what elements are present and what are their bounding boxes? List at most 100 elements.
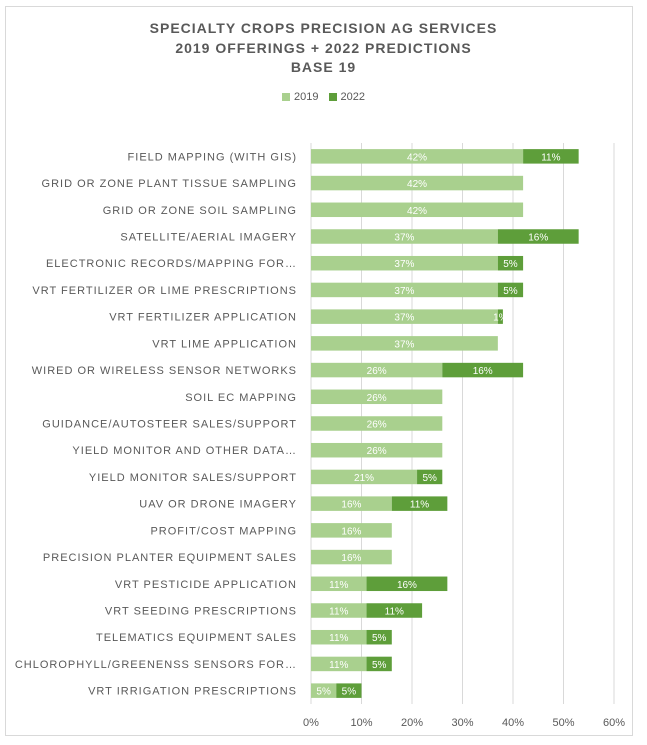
bar-2019 bbox=[311, 496, 392, 511]
bar-2022 bbox=[497, 282, 524, 298]
legend-label-2019: 2019 bbox=[294, 91, 319, 103]
category-label: ELECTRONIC RECORDS/MAPPING FOR… bbox=[46, 258, 297, 270]
data-label-2022: 16% bbox=[473, 366, 493, 377]
bar-2022 bbox=[336, 683, 362, 698]
data-label-2022: 11% bbox=[385, 607, 404, 618]
bar-2019 bbox=[311, 362, 443, 378]
chart-title-line-2: 2019 OFFERINGS + 2022 PREDICTIONS bbox=[175, 40, 472, 56]
data-label-2019: 26% bbox=[367, 393, 387, 404]
legend-swatch-2019 bbox=[282, 93, 291, 101]
legend-label-2022: 2022 bbox=[340, 91, 365, 103]
bar-2022 bbox=[497, 309, 503, 324]
bar-2022 bbox=[417, 469, 443, 485]
category-label: PRECISION PLANTER EQUIPMENT SALES bbox=[43, 552, 297, 564]
data-label-2019: 37% bbox=[394, 233, 414, 244]
chart-title-line-3: BASE 19 bbox=[290, 59, 357, 75]
chart-legend: 2019 2022 bbox=[0, 91, 647, 103]
data-label-2019: 26% bbox=[367, 366, 387, 377]
data-label-2019: 21% bbox=[354, 473, 374, 484]
data-label-2019: 42% bbox=[407, 206, 427, 217]
bar-2019 bbox=[311, 282, 498, 298]
data-label-2019: 11% bbox=[329, 607, 348, 618]
data-label-2022: 5% bbox=[503, 259, 518, 270]
data-label-2019: 42% bbox=[407, 179, 427, 190]
data-label-2019: 11% bbox=[329, 633, 348, 644]
category-label: YIELD MONITOR AND OTHER DATA… bbox=[72, 445, 297, 457]
category-label: VRT FERTILIZER APPLICATION bbox=[109, 312, 297, 324]
category-label: WIRED OR WIRELESS SENSOR NETWORKS bbox=[32, 365, 297, 377]
bar-2019 bbox=[311, 549, 392, 565]
data-label-2022: 5% bbox=[372, 660, 387, 671]
data-label-2019: 11% bbox=[329, 580, 348, 591]
bar-2019 bbox=[311, 629, 367, 645]
data-label-2022: 5% bbox=[503, 286, 518, 297]
bar-2019 bbox=[311, 229, 498, 244]
data-label-2019: 26% bbox=[367, 420, 387, 431]
x-tick-label: 60% bbox=[603, 717, 625, 729]
bar-2022 bbox=[391, 496, 448, 511]
category-label: VRT IRRIGATION PRESCRIPTIONS bbox=[88, 686, 297, 698]
bar-2019 bbox=[311, 469, 418, 485]
category-label: SATELLITE/AERIAL IMAGERY bbox=[120, 232, 297, 244]
bar-2019 bbox=[311, 416, 443, 431]
data-label-2022: 11% bbox=[541, 152, 560, 163]
x-tick-label: 50% bbox=[552, 717, 574, 729]
bar-2019 bbox=[311, 255, 498, 271]
bar-2022 bbox=[366, 629, 392, 645]
bar-2022 bbox=[366, 656, 392, 672]
category-label: UAV OR DRONE IMAGERY bbox=[139, 499, 297, 511]
data-label-2019: 5% bbox=[316, 687, 331, 698]
bar-2022 bbox=[442, 362, 524, 378]
bar-2019 bbox=[311, 576, 367, 592]
category-label: PROFIT/COST MAPPING bbox=[150, 525, 297, 537]
bar-2019 bbox=[311, 149, 524, 164]
bar-2019 bbox=[311, 442, 443, 458]
x-tick-label: 40% bbox=[502, 717, 524, 729]
bar-2022 bbox=[366, 603, 423, 618]
legend-item-2022: 2022 bbox=[328, 91, 365, 103]
data-label-2019: 37% bbox=[394, 339, 414, 350]
bar-2022 bbox=[366, 576, 448, 592]
data-label-2019: 26% bbox=[367, 446, 387, 457]
category-label: YIELD MONITOR SALES/SUPPORT bbox=[89, 472, 297, 484]
data-label-2019: 37% bbox=[394, 259, 414, 270]
legend-swatch-2022 bbox=[328, 93, 337, 101]
x-tick-label: 20% bbox=[401, 717, 423, 729]
data-label-2022: 16% bbox=[397, 580, 417, 591]
category-label: VRT SEEDING PRESCRIPTIONS bbox=[105, 606, 297, 618]
category-label: VRT LIME APPLICATION bbox=[152, 338, 297, 350]
data-label-2022: 1% bbox=[493, 313, 508, 324]
bar-2019 bbox=[311, 309, 498, 324]
category-label: VRT FERTILIZER OR LIME PRESCRIPTIONS bbox=[32, 285, 297, 297]
bar-2019 bbox=[311, 603, 367, 618]
data-label-2022: 5% bbox=[342, 687, 357, 698]
bar-2022 bbox=[497, 255, 524, 271]
bar-2022 bbox=[497, 229, 579, 244]
bar-2019 bbox=[311, 175, 524, 191]
category-label: GRID OR ZONE PLANT TISSUE SAMPLING bbox=[42, 178, 297, 190]
x-tick-label: 10% bbox=[350, 717, 372, 729]
bar-2019 bbox=[311, 656, 367, 672]
data-label-2019: 16% bbox=[341, 553, 361, 564]
data-label-2019: 42% bbox=[407, 152, 427, 163]
category-label: GRID OR ZONE SOIL SAMPLING bbox=[103, 205, 297, 217]
data-label-2019: 37% bbox=[394, 286, 414, 297]
category-label: TELEMATICS EQUIPMENT SALES bbox=[96, 632, 297, 644]
legend-item-2019: 2019 bbox=[282, 91, 319, 103]
bar-2019 bbox=[311, 202, 524, 218]
category-label: CHLOROPHYLL/GREENENSS SENSORS FOR… bbox=[15, 659, 297, 671]
chart-title-line-1: SPECIALTY CROPS PRECISION AG SERVICES bbox=[149, 20, 498, 36]
data-label-2019: 16% bbox=[341, 526, 361, 537]
bar-2019 bbox=[311, 336, 498, 351]
bar-2019 bbox=[311, 683, 337, 698]
data-label-2019: 16% bbox=[341, 500, 361, 511]
data-label-2019: 37% bbox=[394, 313, 414, 324]
data-label-2022: 5% bbox=[422, 473, 437, 484]
bar-2019 bbox=[311, 523, 392, 538]
category-label: SOIL EC MAPPING bbox=[185, 392, 297, 404]
data-label-2022: 5% bbox=[372, 633, 387, 644]
x-tick-label: 30% bbox=[451, 717, 473, 729]
data-label-2022: 11% bbox=[410, 500, 429, 511]
category-label: GUIDANCE/AUTOSTEER SALES/SUPPORT bbox=[42, 419, 297, 431]
bar-2022 bbox=[523, 149, 579, 164]
